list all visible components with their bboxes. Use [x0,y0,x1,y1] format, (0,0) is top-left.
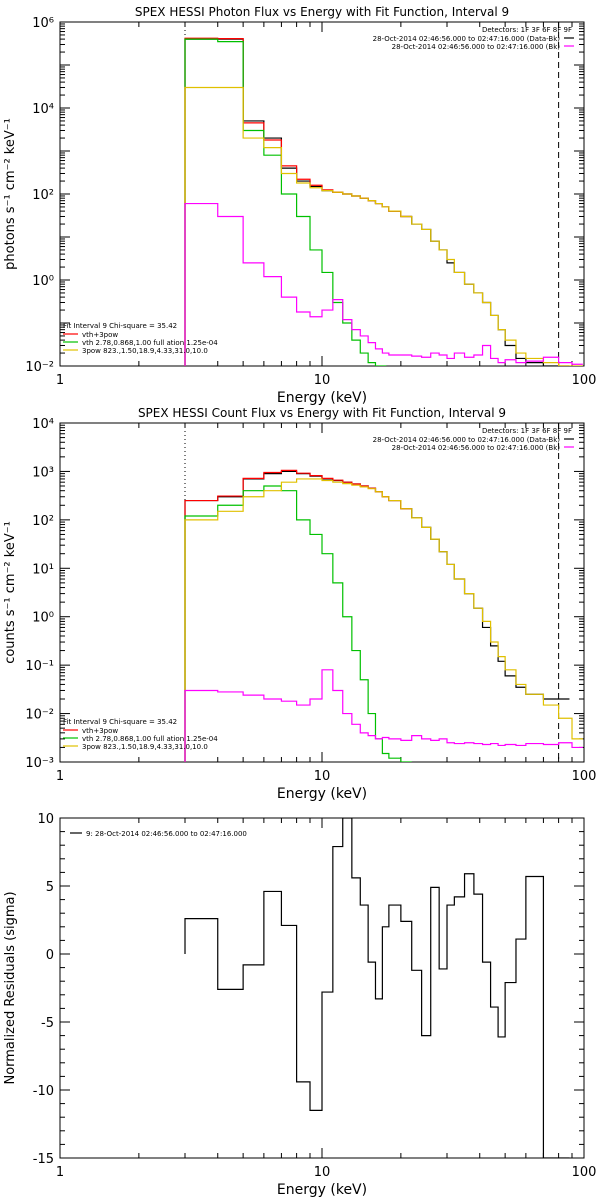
y-tick-label: 10⁻³ [25,756,54,771]
legend-entry: 28-Oct-2014 02:46:56.000 to 02:47:16.000… [392,43,561,51]
series-line-residuals [184,818,570,1158]
y-tick-label: 10⁻² [25,360,54,375]
x-axis-label: Energy (keV) [277,786,367,802]
legend-entry: 28-Oct-2014 02:46:56.000 to 02:47:16.000… [373,436,561,444]
chart-panel-2: SPEX HESSI Count Flux vs Energy with Fit… [3,406,596,802]
y-tick-label: -15 [33,1152,54,1167]
fit-legend-entry: 3pow 823.,1.50,18.9,4.33,31.0,10.0 [82,743,208,751]
legend-header: Detectors: 1F 3F 6F 8F 9F [482,427,572,435]
series-line-vth [184,485,412,762]
y-tick-label: 10⁰ [32,611,54,626]
x-tick-label: 100 [572,769,597,784]
series-group [184,37,583,366]
y-tick-label: 10⁴ [32,417,54,432]
y-tick-label: -10 [33,1084,54,1099]
legend-entry: 9: 28-Oct-2014 02:46:56.000 to 02:47:16.… [86,830,247,838]
series-line-3pow [184,86,583,366]
y-tick-label: 5 [46,880,54,895]
y-axis-label: counts s⁻¹ cm⁻² keV⁻¹ [3,521,18,664]
x-tick-label: 10 [314,1165,331,1180]
x-axis-label: Energy (keV) [277,1182,367,1198]
y-tick-label: 10⁴ [32,102,54,117]
y-axis-label: photons s⁻¹ cm⁻² keV⁻¹ [3,118,18,270]
y-axis-label: Normalized Residuals (sigma) [3,891,18,1084]
x-tick-label: 100 [572,1165,597,1180]
x-tick-label: 1 [56,1165,64,1180]
y-tick-label: 0 [46,948,54,963]
y-tick-label: 10¹ [32,562,54,577]
fit-legend-entry: vth 2.78,0.868,1.00 full ation 1.25e-04 [82,339,218,347]
x-tick-label: 10 [314,373,331,388]
legend-entry: 28-Oct-2014 02:46:56.000 to 02:47:16.000… [373,35,561,43]
fit-info: Fit Interval 9 Chi-square = 35.42 [63,322,177,330]
x-axis-label: Energy (keV) [277,390,367,406]
y-tick-label: 10⁻² [25,708,54,723]
y-tick-label: 10⁶ [32,16,54,31]
legend-header: Detectors: 1F 3F 6F 8F 9F [482,26,572,34]
legend-entry: 28-Oct-2014 02:46:56.000 to 02:47:16.000… [392,444,561,452]
series-line-3pow [184,478,583,762]
plot-frame [59,422,585,763]
y-tick-label: 10³ [32,465,54,480]
x-tick-label: 10 [314,769,331,784]
fit-legend-entry: vth 2.78,0.868,1.00 full ation 1.25e-04 [82,735,218,743]
series-line-bk [184,669,583,762]
fit-legend-entry: vth+3pow [82,331,118,339]
x-tick-label: 1 [56,373,64,388]
series-line-bk [184,202,583,366]
series-group [184,818,570,1158]
series-line-data-bk [184,470,570,762]
chart-title: SPEX HESSI Photon Flux vs Energy with Fi… [135,5,509,19]
chart-title: SPEX HESSI Count Flux vs Energy with Fit… [138,406,506,420]
y-tick-label: 10⁻¹ [25,659,54,674]
fit-info: Fit Interval 9 Chi-square = 35.42 [63,718,177,726]
x-tick-label: 100 [572,373,597,388]
y-tick-label: -5 [41,1016,54,1031]
y-tick-label: 10² [32,188,54,203]
chart-panel-1: SPEX HESSI Photon Flux vs Energy with Fi… [3,5,596,406]
y-tick-label: 10⁰ [32,274,54,289]
series-line-vth [184,38,387,366]
series-group [184,469,583,762]
chart-panel-3: 1 10 100 Energy (keV) -15 -10 -5 0 5 10 Normalized… [3,812,596,1198]
y-tick-label: 10² [32,514,54,529]
series-line-vth-3pow [184,469,412,762]
fit-legend-entry: vth+3pow [82,727,118,735]
y-tick-label: 10 [37,812,54,827]
fit-legend-entry: 3pow 823.,1.50,18.9,4.33,31.0,10.0 [82,347,208,355]
x-tick-label: 1 [56,769,64,784]
